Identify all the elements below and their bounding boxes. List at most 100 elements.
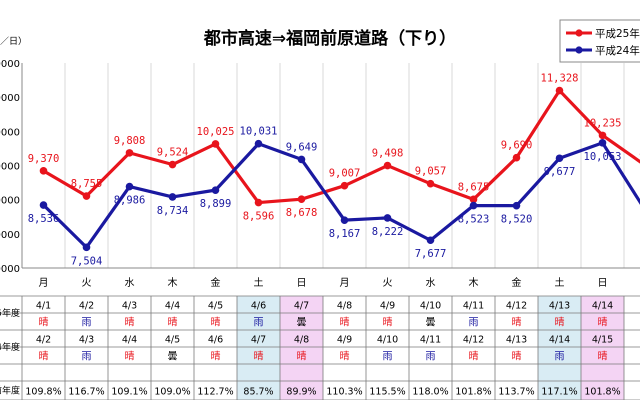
date-25: 4/1 bbox=[36, 301, 51, 312]
legend-marker-h25 bbox=[575, 29, 583, 37]
weather-25: 晴 bbox=[125, 316, 135, 329]
series-0-data-label: 10,025 bbox=[197, 126, 235, 138]
series-1-point bbox=[512, 201, 521, 210]
date-25: 4/4 bbox=[165, 301, 180, 312]
date-24: 4/15 bbox=[592, 335, 613, 346]
x-tick-label: 月 bbox=[340, 277, 350, 289]
series-0-data-label: 8,678 bbox=[286, 207, 318, 219]
series-1-data-label: 8,536 bbox=[28, 213, 60, 225]
date-25: 4/12 bbox=[506, 301, 527, 312]
weather-24: 雨 bbox=[383, 352, 393, 363]
weather-25: 晴 bbox=[598, 316, 608, 329]
weather-24: 晴 bbox=[512, 350, 522, 363]
date-24: 4/14 bbox=[549, 335, 570, 346]
date-25: 4/10 bbox=[420, 301, 441, 312]
yoy-ratio: 109.8% bbox=[25, 387, 61, 398]
series-0-point bbox=[598, 131, 607, 140]
series-0-point bbox=[340, 181, 349, 190]
weather-25: 晴 bbox=[211, 316, 221, 329]
data-table: 25年度 24年度前年度 4/1 晴 4/2 晴 109.8% 4/2 雨 4/3 雨 116.7% 4… bbox=[0, 295, 640, 400]
yoy-ratio: 101.8% bbox=[455, 387, 491, 398]
date-24: 4/5 bbox=[165, 335, 180, 346]
date-25: 4/6 bbox=[251, 301, 266, 312]
series-1-point bbox=[383, 214, 392, 222]
date-24: 4/10 bbox=[377, 335, 398, 346]
series-1-data-label: 8,986 bbox=[114, 195, 146, 207]
series-1-point bbox=[598, 139, 607, 147]
yoy-ratio: 117.1% bbox=[541, 387, 577, 398]
series-1-data-label: 10,053 bbox=[584, 151, 622, 163]
date-24: 4/11 bbox=[420, 335, 441, 346]
series-0-data-label: 9,524 bbox=[157, 147, 189, 159]
series-1-point bbox=[340, 216, 349, 224]
weather-24: 曇 bbox=[168, 351, 178, 363]
date-24: 4/9 bbox=[337, 335, 352, 346]
date-24: 4/12 bbox=[463, 335, 484, 346]
weather-24: 雨 bbox=[555, 352, 565, 363]
date-25: 4/5 bbox=[208, 301, 223, 312]
legend: 平成25年 平成24年 bbox=[559, 19, 640, 63]
series-1-data-label: 8,734 bbox=[157, 205, 189, 217]
series-0-point bbox=[512, 153, 521, 162]
legend-label-h24: 平成24年 bbox=[595, 44, 640, 57]
series-1-data-label: 10,031 bbox=[240, 126, 278, 138]
series-0-point bbox=[254, 198, 263, 207]
legend-label-h25: 平成25年 bbox=[595, 27, 640, 40]
series-0-point bbox=[555, 86, 564, 95]
series-1-data-label: 9,649 bbox=[286, 141, 318, 153]
weather-25: 雨 bbox=[82, 318, 92, 329]
yoy-ratio: 116.7% bbox=[68, 387, 104, 398]
legend-marker-h24 bbox=[575, 46, 583, 54]
weather-24: 雨 bbox=[426, 352, 436, 363]
weather-25: 晴 bbox=[555, 316, 565, 329]
x-tick-label: 木 bbox=[168, 277, 178, 289]
series-0-point bbox=[168, 160, 177, 169]
yoy-ratio: 118.0% bbox=[412, 387, 448, 398]
series-0-point bbox=[39, 167, 48, 175]
weather-25: 晴 bbox=[340, 316, 350, 329]
weather-25: 雨 bbox=[469, 318, 479, 329]
date-24: 4/13 bbox=[506, 335, 527, 346]
series-0-data-label: 9,498 bbox=[372, 148, 404, 160]
series-1-data-label: 7,677 bbox=[415, 248, 447, 260]
series-1-data-label: 8,523 bbox=[458, 214, 490, 226]
day-shade-sat bbox=[237, 296, 280, 400]
series-0-point bbox=[469, 195, 478, 204]
date-25: 4/11 bbox=[463, 301, 484, 312]
date-25: 4/7 bbox=[294, 301, 309, 312]
x-tick-label: 水 bbox=[125, 277, 135, 289]
day-shade-sat bbox=[538, 296, 581, 400]
series-1-data-label: 7,504 bbox=[71, 255, 103, 267]
series-1-point bbox=[469, 201, 478, 210]
weather-24: 晴 bbox=[297, 350, 307, 363]
series-1-point bbox=[39, 201, 48, 209]
weather-25: 晴 bbox=[512, 316, 522, 329]
yoy-ratio: 109.0% bbox=[154, 387, 190, 398]
series-1-point bbox=[211, 186, 220, 194]
date-24: 4/7 bbox=[251, 335, 266, 346]
series-0-point bbox=[383, 161, 392, 170]
yoy-ratio: 113.7% bbox=[498, 387, 534, 398]
series-group: 9,370 8,755 9,808 9,524 10,025 8,596 8,678 9,00… bbox=[28, 73, 640, 267]
x-tick-label: 土 bbox=[254, 276, 264, 289]
series-0-data-label: 8,755 bbox=[71, 178, 103, 190]
series-1-point bbox=[168, 193, 177, 201]
series-1-data-label: 8,899 bbox=[200, 198, 232, 210]
series-0-data-label: 9,057 bbox=[415, 166, 447, 178]
date-25: 4/14 bbox=[592, 301, 613, 312]
yoy-ratio: 110.3% bbox=[326, 387, 362, 398]
date-24: 4/2 bbox=[36, 335, 51, 346]
weather-24: 晴 bbox=[598, 350, 608, 363]
day-shade-sun bbox=[581, 296, 624, 400]
series-1-data-label: 9,677 bbox=[544, 166, 576, 178]
x-tick-label: 金 bbox=[211, 276, 221, 289]
yoy-ratio: 89.9% bbox=[286, 387, 316, 398]
date-25: 4/8 bbox=[337, 301, 352, 312]
